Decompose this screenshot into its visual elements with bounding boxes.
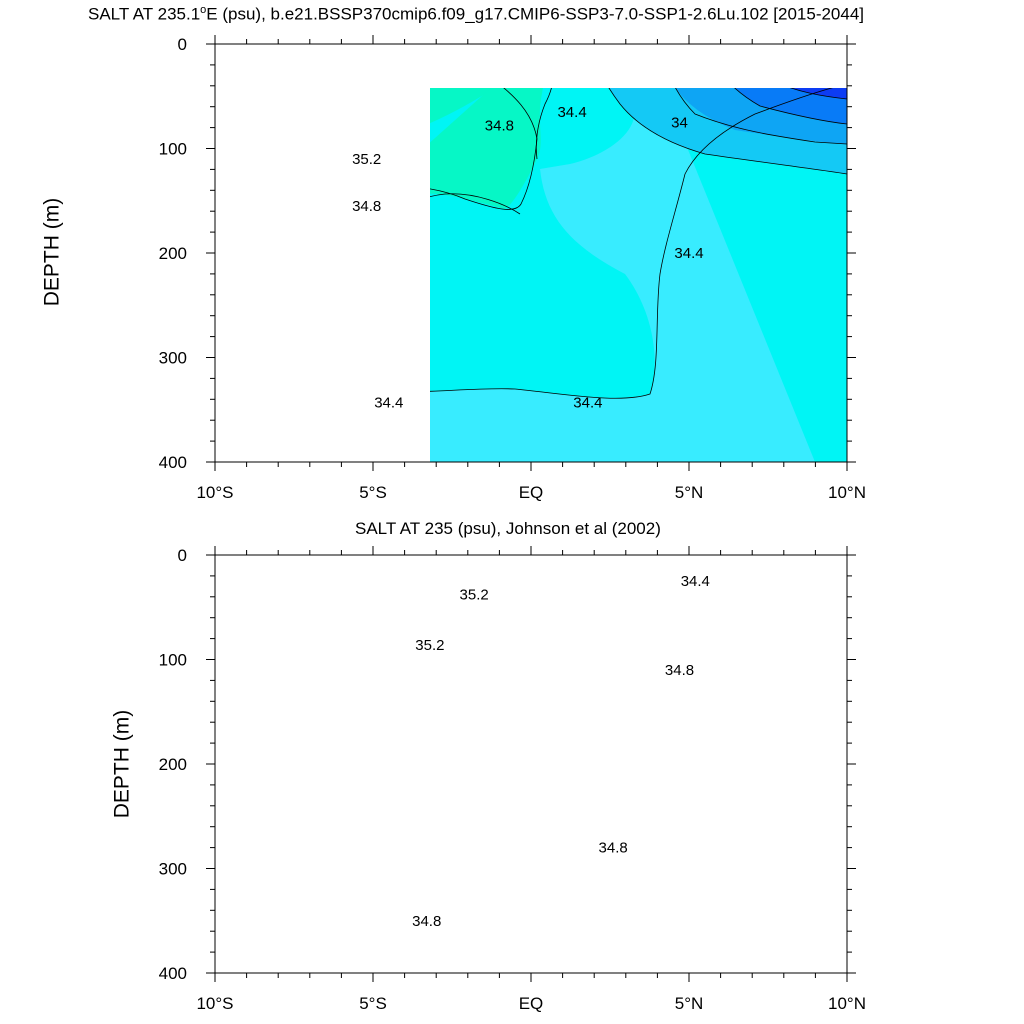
panel2-plot: 10°S5°SEQ5°N10°N010020030040035.635.235.…	[159, 546, 866, 1013]
contour-line-1	[215, 124, 292, 199]
x-tick-label: 10°N	[828, 483, 866, 502]
contour-line-2	[215, 44, 302, 199]
contour-line-11	[734, 88, 848, 125]
contour-line-7	[430, 88, 833, 399]
y-tick-label: 400	[159, 453, 187, 472]
x-tick-label: 10°N	[828, 994, 866, 1013]
y-tick-label: 400	[159, 964, 187, 983]
contour-line-4	[278, 555, 523, 735]
y-tick-label: 0	[178, 35, 187, 54]
y-tick-label: 100	[159, 651, 187, 670]
contour-label: 34.4	[374, 394, 403, 411]
missing-data-region	[215, 555, 278, 973]
salinity-band-1	[215, 555, 847, 973]
contour-line-5	[430, 88, 538, 210]
salinity-band-15	[815, 44, 847, 69]
contour-line-4	[215, 44, 418, 259]
contour-label: 35.2	[352, 151, 381, 168]
y-tick-label: 300	[159, 349, 187, 368]
contour-label: 34.8	[412, 913, 441, 930]
salinity-band-10	[215, 144, 243, 184]
contour-label: 35.2	[460, 587, 489, 604]
contour-label: 35.2	[415, 637, 444, 654]
contour-label: 34.4	[557, 104, 586, 121]
y-tick-label: 200	[159, 244, 187, 263]
contour-line-6	[430, 193, 521, 215]
contour-line-1	[278, 645, 325, 697]
contour-line-2	[278, 634, 350, 710]
x-tick-label: 10°S	[196, 994, 233, 1013]
salinity-band-14	[791, 88, 847, 99]
contour-line-6	[278, 555, 670, 911]
salinity-band-7	[215, 44, 343, 224]
salinity-band-7	[278, 618, 420, 715]
salinity-band-9	[215, 124, 292, 199]
contour-line-3	[215, 44, 343, 224]
contour-label: 34.4	[674, 245, 703, 262]
y-tick-label: 200	[159, 755, 187, 774]
x-tick-label: 10°S	[196, 483, 233, 502]
panel2-title: SALT AT 235 (psu), Johnson et al (2002)	[355, 519, 661, 538]
contour-label: 34.8	[485, 118, 514, 135]
salinity-band-13	[734, 88, 847, 124]
contour-line-7	[645, 555, 847, 636]
salinity-band-3	[760, 555, 847, 591]
x-tick-label: EQ	[519, 483, 544, 502]
salinity-band-6	[215, 44, 418, 259]
salinity-band-8	[215, 44, 302, 199]
y-tick-label: 100	[159, 140, 187, 159]
panel1-title: SALT AT 235.1oE (psu), b.e21.BSSP370cmip…	[88, 4, 865, 24]
y-tick-label: 300	[159, 860, 187, 879]
salinity-band-4	[430, 88, 495, 124]
salinity-band-2	[645, 555, 847, 636]
salinity-band-3	[662, 88, 847, 462]
contour-label: 34.8	[599, 840, 628, 857]
contour-line-5	[278, 555, 548, 745]
contour-label: 34.4	[573, 394, 602, 411]
salinity-band-5	[430, 88, 543, 209]
x-tick-label: EQ	[519, 994, 544, 1013]
contour-label: 34	[671, 114, 688, 131]
panel2-contours	[215, 555, 847, 973]
x-tick-label: 5°S	[359, 994, 387, 1013]
contour-line-3	[278, 618, 420, 715]
salinity-band-4	[278, 555, 545, 705]
contour-line-8	[760, 555, 847, 591]
panel1-plot: 10°S 5°S EQ 5°N 10°N 0 100 200 300 400 35.2 34.8 34.…	[159, 35, 866, 502]
x-tick-label: 5°S	[359, 483, 387, 502]
salinity-band-5	[278, 555, 548, 745]
contour-line-8	[535, 88, 552, 160]
contour-line-12	[789, 88, 848, 100]
contour-label: 34.8	[352, 198, 381, 215]
x-tick-label: 5°N	[675, 994, 704, 1013]
contour-line-9	[770, 555, 847, 593]
contour-line-9	[608, 88, 848, 175]
panel1-contours	[215, 44, 848, 462]
panel2-frame	[214, 554, 848, 974]
contour-label: 34.8	[665, 662, 694, 679]
salinity-band-9	[278, 645, 325, 697]
contour-line-10	[675, 88, 848, 145]
y-tick-label: 0	[178, 546, 187, 565]
x-tick-label: 5°N	[675, 483, 704, 502]
salinity-band-8	[278, 634, 350, 710]
contour-label: 34.4	[681, 573, 710, 590]
salinity-band-6	[278, 555, 523, 735]
